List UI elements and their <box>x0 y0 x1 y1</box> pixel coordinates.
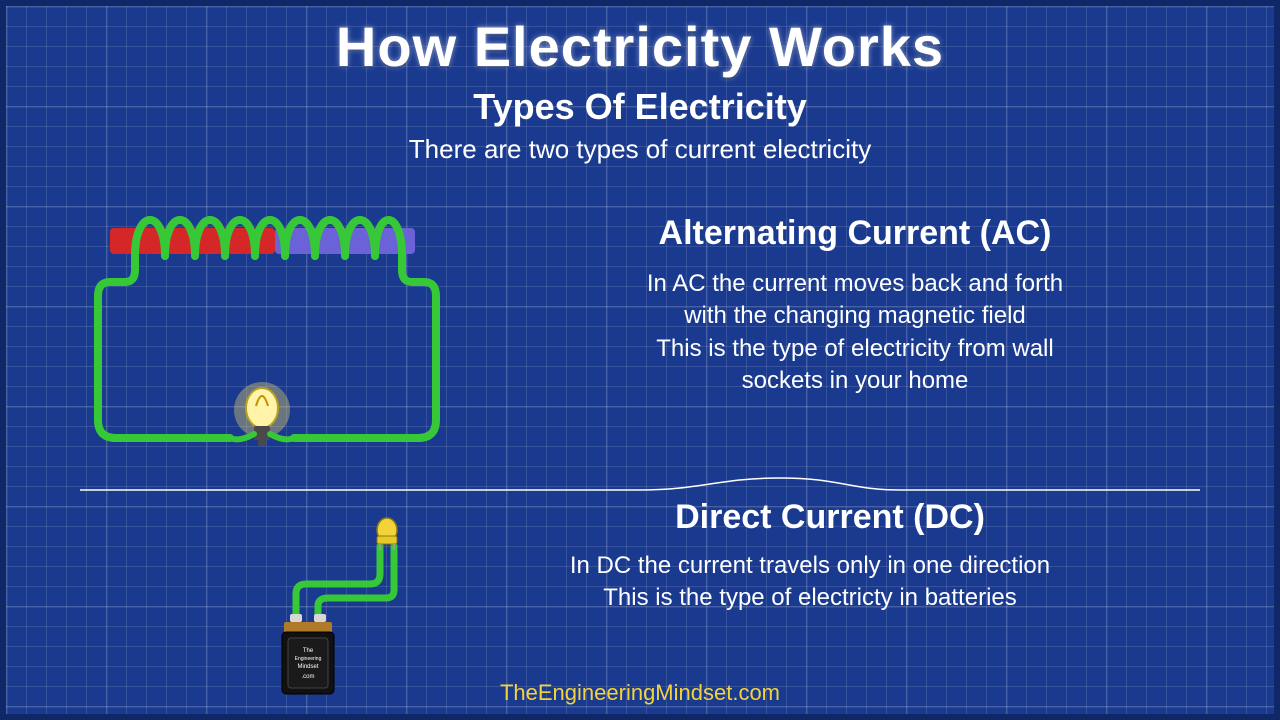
content: How Electricity Works Types Of Electrici… <box>0 0 1280 720</box>
footer-credit: TheEngineeringMindset.com <box>0 680 1280 706</box>
dc-wire <box>296 546 394 618</box>
svg-text:Engineering: Engineering <box>295 656 322 662</box>
ac-heading: Alternating Current (AC) <box>470 214 1240 253</box>
dc-description: In DC the current travels only in one di… <box>380 550 1240 615</box>
ac-figure <box>80 210 440 470</box>
dc-figure: The Engineering Mindset .com <box>240 510 460 700</box>
ac-line-3: This is the type of electricity from wal… <box>470 333 1240 365</box>
ac-line-1: In AC the current moves back and forth <box>470 268 1240 300</box>
svg-text:Mindset: Mindset <box>297 664 318 670</box>
dc-line-1: In DC the current travels only in one di… <box>380 550 1240 582</box>
ac-line-2: with the changing magnetic field <box>470 300 1240 332</box>
dc-circuit-icon: The Engineering Mindset .com <box>240 510 460 700</box>
divider-path <box>80 478 1200 490</box>
ac-description: In AC the current moves back and forth w… <box>470 268 1240 398</box>
page-subtitle: Types Of Electricity <box>0 86 1280 128</box>
ac-line-4: sockets in your home <box>470 365 1240 397</box>
section-divider <box>80 474 1200 498</box>
led-icon <box>377 518 397 550</box>
bulb-icon <box>230 382 294 446</box>
svg-text:The: The <box>303 648 314 654</box>
dc-line-2: This is the type of electricty in batter… <box>380 582 1240 614</box>
ac-circuit-icon <box>80 210 440 470</box>
page-title: How Electricity Works <box>0 14 1280 79</box>
dc-heading: Direct Current (DC) <box>420 498 1240 537</box>
intro-text: There are two types of current electrici… <box>0 134 1280 165</box>
footer-text: TheEngineeringMindset.com <box>500 680 780 705</box>
